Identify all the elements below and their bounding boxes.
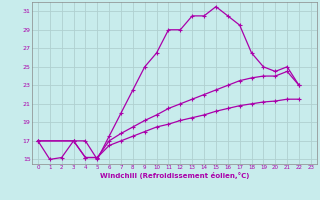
X-axis label: Windchill (Refroidissement éolien,°C): Windchill (Refroidissement éolien,°C) <box>100 172 249 179</box>
